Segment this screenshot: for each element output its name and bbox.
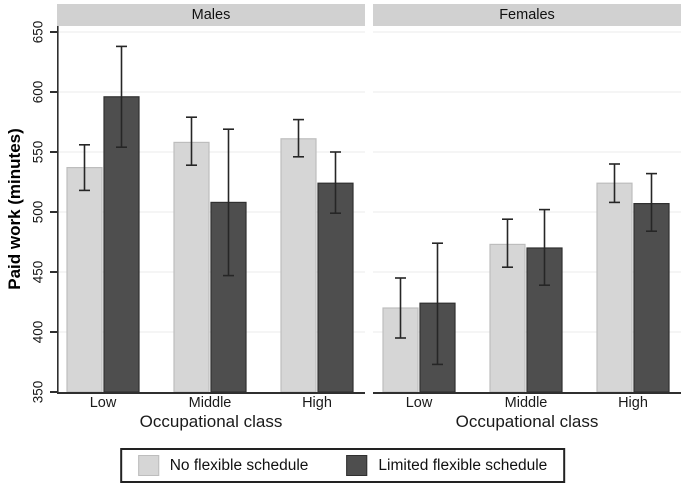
x-tick-label-females-low: Low — [405, 395, 433, 411]
y-tick-label: 600 — [30, 80, 46, 104]
x-tick-label-males-low: Low — [89, 395, 117, 411]
bar-females-low-no-flexible — [382, 307, 419, 393]
bar-males-low-no-flexible — [66, 167, 103, 393]
legend: No flexible schedule Limited flexible sc… — [119, 448, 566, 483]
bar-males-high-no-flexible — [280, 138, 317, 393]
x-tick-label-females-middle: Middle — [504, 395, 548, 411]
y-tick-label: 650 — [30, 20, 46, 44]
bar-females-middle-limited-flexible — [526, 247, 563, 393]
y-tick-mark — [50, 391, 57, 393]
bar-males-middle-no-flexible — [173, 141, 210, 393]
legend-label-limited-flexible-schedule: Limited flexible schedule — [378, 456, 548, 474]
y-tick-mark — [50, 91, 57, 93]
bar-males-middle-limited-flexible — [210, 201, 247, 393]
bar-females-low-limited-flexible — [419, 302, 456, 393]
x-tick-label-males-middle: Middle — [188, 395, 232, 411]
x-axis-title-males: Occupational class — [139, 412, 283, 431]
y-tick-label: 450 — [30, 260, 46, 284]
legend-swatch-no-flexible-schedule — [137, 455, 159, 476]
y-tick-label: 500 — [30, 200, 46, 224]
panel-header-males: Males — [57, 4, 365, 26]
legend-label-no-flexible-schedule: No flexible schedule — [169, 456, 309, 474]
bar-females-middle-no-flexible — [489, 243, 526, 393]
y-tick-mark — [50, 211, 57, 213]
bar-females-high-no-flexible — [596, 182, 633, 393]
x-tick-label-males-high: High — [302, 395, 332, 411]
y-tick-mark — [50, 151, 57, 153]
y-tick-label: 550 — [30, 140, 46, 164]
panel-header-females: Females — [373, 4, 681, 26]
y-tick-mark — [50, 331, 57, 333]
bar-females-high-limited-flexible — [633, 203, 670, 393]
y-tick-mark — [50, 271, 57, 273]
bar-males-high-limited-flexible — [317, 182, 354, 393]
bar-males-low-limited-flexible — [103, 96, 140, 393]
legend-swatch-limited-flexible-schedule — [346, 455, 368, 476]
y-tick-label: 400 — [30, 320, 46, 344]
y-tick-label: 350 — [30, 380, 46, 404]
panel-plot-males — [57, 26, 365, 394]
panel-plot-females — [373, 31, 681, 394]
x-tick-label-females-high: High — [618, 395, 648, 411]
y-axis-title: Paid work (minutes) — [5, 128, 24, 290]
x-axis-title-females: Occupational class — [455, 412, 599, 431]
y-tick-mark — [50, 31, 57, 33]
